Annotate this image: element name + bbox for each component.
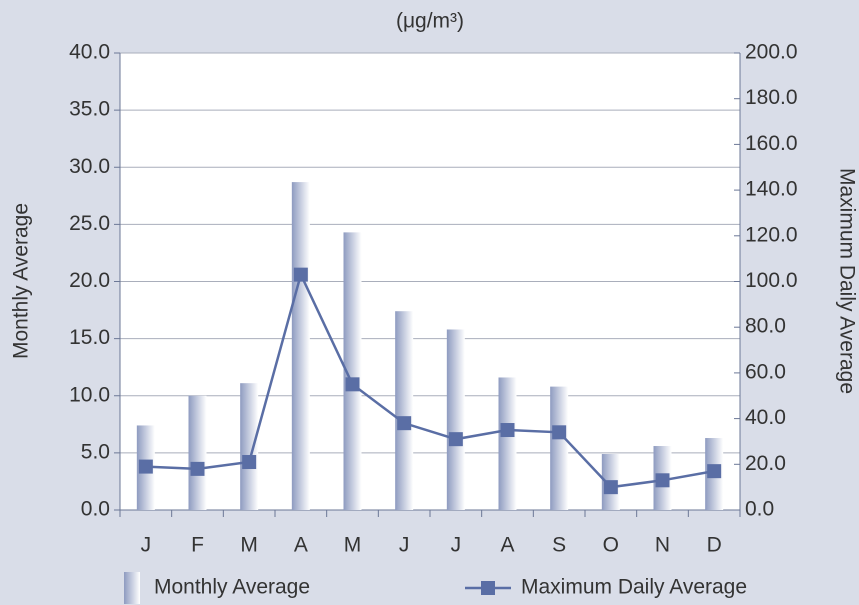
y-tick-label: 15.0 bbox=[69, 326, 110, 349]
line-marker bbox=[655, 473, 670, 488]
bar bbox=[446, 329, 465, 510]
line-marker bbox=[448, 432, 463, 447]
x-tick-label: F bbox=[191, 534, 204, 557]
x-tick-label: J bbox=[399, 534, 410, 557]
y2-tick-label: 20.0 bbox=[745, 452, 786, 475]
y-tick-label: 35.0 bbox=[69, 98, 110, 121]
y2-tick-label: 80.0 bbox=[745, 315, 786, 338]
y-axis-label: Monthly Average bbox=[10, 203, 33, 359]
x-tick-label: D bbox=[707, 534, 722, 557]
line-marker bbox=[138, 459, 153, 474]
line-marker bbox=[293, 267, 308, 282]
bar bbox=[240, 383, 259, 510]
y2-tick-label: 120.0 bbox=[745, 223, 798, 246]
y-tick-label: 0.0 bbox=[81, 498, 110, 521]
y2-tick-label: 60.0 bbox=[745, 360, 786, 383]
y2-tick-label: 200.0 bbox=[745, 41, 798, 64]
y-tick-label: 30.0 bbox=[69, 155, 110, 178]
x-tick-label: M bbox=[344, 534, 362, 557]
y-tick-label: 10.0 bbox=[69, 383, 110, 406]
line-marker bbox=[190, 461, 205, 476]
x-tick-label: A bbox=[500, 534, 514, 557]
x-tick-label: S bbox=[552, 534, 566, 557]
legend-swatch bbox=[124, 572, 140, 604]
y2-tick-label: 0.0 bbox=[745, 498, 774, 521]
y2-tick-label: 180.0 bbox=[745, 86, 798, 109]
line bbox=[145, 271, 715, 489]
y2-axis-label: Maximum Daily Average bbox=[835, 168, 858, 394]
bar bbox=[343, 232, 362, 510]
x-tick-label: J bbox=[141, 534, 152, 557]
chart-title: (μg/m³) bbox=[396, 10, 464, 33]
y-tick-label: 25.0 bbox=[69, 212, 110, 235]
x-tick-label: O bbox=[603, 534, 619, 557]
x-tick-label: J bbox=[451, 534, 462, 557]
bar bbox=[291, 182, 310, 511]
bar bbox=[550, 386, 569, 510]
y-tick-label: 40.0 bbox=[69, 41, 110, 64]
y2-tick-label: 40.0 bbox=[745, 406, 786, 429]
line-marker bbox=[242, 455, 257, 470]
y-tick-label: 5.0 bbox=[81, 440, 110, 463]
x-tick-label: M bbox=[240, 534, 258, 557]
y-tick-label: 20.0 bbox=[69, 269, 110, 292]
line-marker bbox=[603, 480, 618, 495]
y2-tick-label: 160.0 bbox=[745, 132, 798, 155]
line-marker bbox=[707, 464, 722, 479]
y2-tick-label: 100.0 bbox=[745, 269, 798, 292]
x-tick-label: N bbox=[655, 534, 670, 557]
line-marker bbox=[345, 377, 360, 392]
y2-tick-label: 140.0 bbox=[745, 178, 798, 201]
x-tick-label: A bbox=[294, 534, 308, 557]
line-marker bbox=[397, 416, 412, 431]
bar bbox=[395, 311, 414, 510]
legend-label: Monthly Average bbox=[154, 576, 310, 599]
legend-swatch bbox=[481, 581, 495, 595]
legend-label: Maximum Daily Average bbox=[521, 576, 747, 599]
line-marker bbox=[500, 423, 515, 438]
line-marker bbox=[552, 425, 567, 440]
bar bbox=[498, 377, 517, 510]
bar bbox=[188, 395, 207, 510]
